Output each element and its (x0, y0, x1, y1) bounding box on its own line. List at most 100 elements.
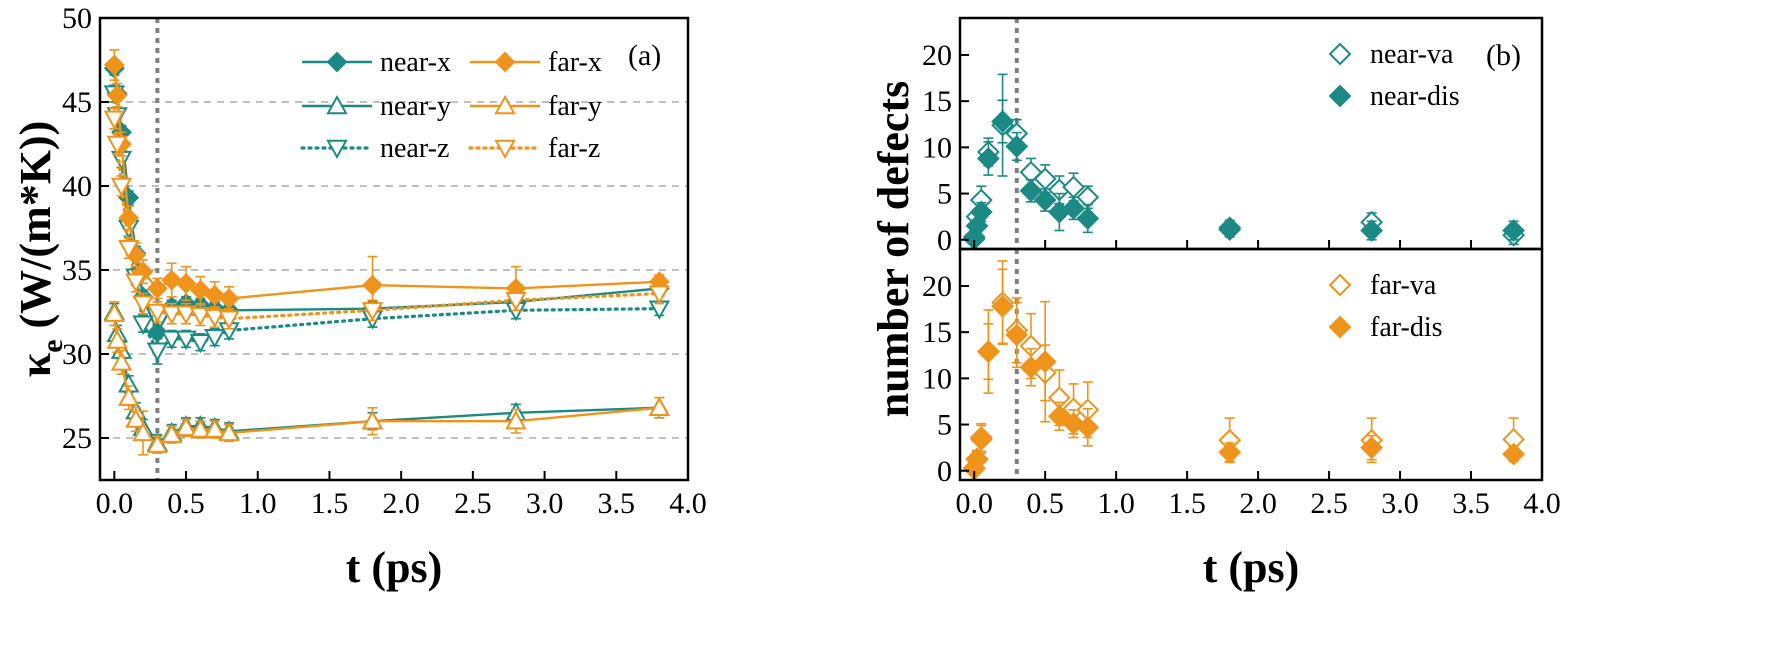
x-axis-label-b: t (ps) (1203, 543, 1300, 592)
y-axis-label-a: κe (W/(m*K)) (11, 121, 69, 377)
legend-marker-far-z (494, 139, 516, 160)
point-far-y (146, 433, 169, 453)
x-axis-label-a: t (ps) (346, 543, 443, 592)
plot-frame-b-bottom (958, 247, 1544, 482)
series-far-x (103, 49, 670, 315)
legend-item-far-dis: far-dis (1328, 312, 1443, 343)
point-far-z (161, 305, 183, 325)
panel-label-b: (b) (1486, 39, 1521, 72)
series-far-z (103, 107, 671, 330)
a-y-tick-label: 50 (62, 2, 92, 35)
b-top-y-tick-label: 5 (937, 178, 952, 211)
point-far-dis (1218, 440, 1242, 464)
point-near-z (161, 330, 183, 350)
panel-a: 0.0 0.5 1.0 1.5 2.0 2.5 3.0 3.5 4.0 25 30 35 40 45 50 t… (11, 2, 707, 592)
point-far-x (106, 84, 128, 106)
point-near-dis (969, 200, 993, 224)
legend-label-far-x: far-x (548, 47, 602, 78)
point-far-x (161, 269, 183, 291)
legend-marker-near-y (326, 94, 348, 115)
point-far-x (146, 278, 168, 299)
b-top-y-tick-label: 10 (922, 131, 952, 164)
y-axis-label-units: (W/(m*K)) (11, 121, 60, 340)
point-far-y (175, 416, 197, 437)
legend-item-far-x: far-x (470, 47, 602, 78)
point-near-dis (1062, 196, 1085, 220)
point-far-y (110, 351, 133, 371)
subplot-top: 0 5 10 15 20 near-va near-dis (922, 16, 1544, 257)
legend-label-far-z: far-z (548, 133, 600, 164)
series-near-z (103, 84, 671, 365)
b-bottom-y-tick-label: 20 (922, 270, 952, 303)
b-bottom-x-tick-label: 2.0 (1239, 487, 1277, 520)
legend-marker-far-x (494, 51, 516, 73)
point-far-y (218, 421, 240, 442)
point-near-z (175, 330, 197, 350)
point-far-x (218, 288, 240, 309)
point-near-dis (991, 110, 1014, 133)
b-top-y-tick-label: 15 (922, 85, 952, 118)
point-far-y (361, 410, 384, 430)
y-axis-label-b: number of defects (869, 81, 918, 417)
point-far-x (362, 274, 383, 296)
legend-item-near-va: near-va (1328, 39, 1454, 70)
point-far-z (648, 285, 671, 305)
b-top-y-tick-label: 0 (937, 224, 952, 257)
a-y-tick-label: 35 (62, 254, 92, 287)
legend-item-near-x: near-x (302, 47, 451, 78)
point-far-z (103, 110, 126, 130)
point-far-y (132, 421, 154, 442)
plot-frame-a (98, 16, 690, 482)
point-far-z (218, 310, 240, 330)
point-far-x (204, 284, 226, 306)
point-near-dis (1218, 216, 1242, 240)
point-far-dis (1005, 323, 1029, 347)
point-near-dis (1076, 207, 1100, 230)
point-near-dis (1005, 135, 1029, 158)
series-far-y (103, 301, 671, 456)
legend-marker-far-va (1328, 273, 1352, 297)
legend-item-far-va: far-va (1328, 270, 1437, 301)
legend-marker-far-y (494, 94, 516, 115)
point-near-dis (1019, 179, 1043, 203)
a-y-tick-label: 30 (62, 338, 92, 371)
a-x-tick-label: 0.5 (167, 487, 205, 520)
legend-marker-near-va (1328, 42, 1352, 66)
legend-label-near-x: near-x (380, 47, 451, 78)
point-far-dis (1360, 436, 1384, 460)
b-bottom-y-tick-label: 15 (922, 316, 952, 349)
point-near-z (204, 329, 226, 349)
point-near-z (189, 334, 212, 354)
point-far-y (103, 302, 126, 322)
point-near-dis (1033, 188, 1057, 212)
panel-b: 0 5 10 15 20 near-va near-dis 0.0 0.5 1.0 1.5 2.0 2.… (869, 16, 1561, 592)
y-axis-label-kappa: κ (11, 352, 60, 377)
point-far-y (505, 410, 527, 430)
point-far-dis (965, 447, 989, 471)
point-far-dis (1502, 442, 1526, 466)
point-far-dis (1033, 350, 1057, 374)
b-bottom-x-tick-label: 1.0 (1097, 487, 1135, 520)
legend-item-far-z: far-z (468, 133, 600, 164)
b-top-y-tick-label: 20 (922, 39, 952, 72)
point-far-z (204, 308, 226, 329)
point-far-y (189, 418, 212, 438)
b-bottom-x-tick-label: 1.5 (1168, 487, 1206, 520)
b-bottom-x-tick-label: 3.5 (1452, 487, 1490, 520)
a-y-tick-label: 40 (62, 170, 92, 203)
legend-label-far-va: far-va (1370, 270, 1437, 301)
b-bottom-x-tick-label: 3.0 (1381, 487, 1419, 520)
point-far-dis (1076, 415, 1100, 439)
legend-marker-near-dis (1328, 84, 1352, 108)
b-bottom-y-tick-label: 5 (937, 409, 952, 442)
point-near-z (146, 342, 169, 362)
legend-label-far-dis: far-dis (1370, 312, 1443, 343)
a-x-tick-label: 3.0 (526, 487, 564, 520)
b-bottom-y-tick-label: 10 (922, 362, 952, 395)
point-far-x (103, 54, 125, 76)
legend-label-near-va: near-va (1370, 39, 1454, 70)
legend-label-near-dis: near-dis (1370, 81, 1460, 112)
a-x-tick-label: 2.0 (382, 487, 420, 520)
legend-item-far-y: far-y (470, 91, 602, 122)
